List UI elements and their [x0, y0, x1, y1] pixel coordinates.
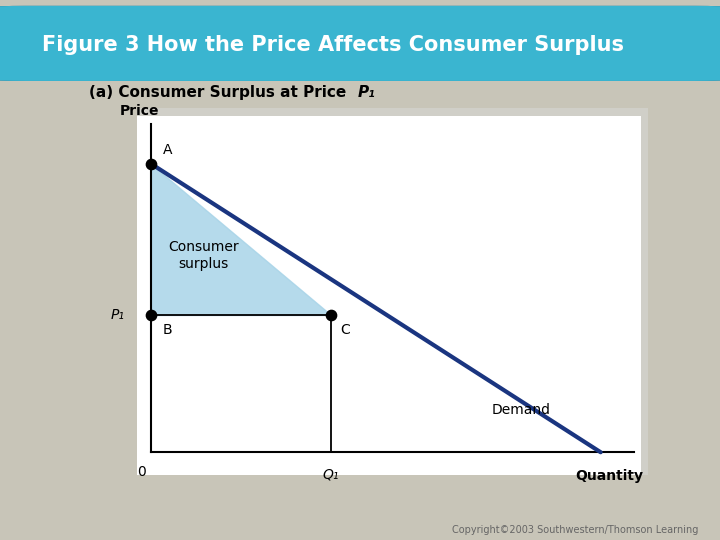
Text: Demand: Demand	[492, 403, 551, 417]
Text: Figure 3 How the Price Affects Consumer Surplus: Figure 3 How the Price Affects Consumer …	[42, 35, 624, 55]
Text: Copyright©2003 Southwestern/Thomson Learning: Copyright©2003 Southwestern/Thomson Lear…	[452, 524, 698, 535]
Point	[325, 310, 337, 319]
Text: Price: Price	[120, 104, 160, 118]
Text: Q₁: Q₁	[323, 467, 339, 481]
FancyBboxPatch shape	[137, 116, 641, 475]
Text: 0: 0	[138, 465, 146, 480]
Text: Quantity: Quantity	[575, 469, 643, 483]
Text: A: A	[163, 143, 172, 157]
Text: B: B	[163, 323, 173, 337]
Text: P₁: P₁	[111, 308, 125, 321]
FancyBboxPatch shape	[0, 6, 720, 81]
Point	[145, 310, 157, 319]
FancyBboxPatch shape	[137, 108, 648, 475]
Text: Consumer
surplus: Consumer surplus	[168, 240, 238, 271]
FancyBboxPatch shape	[0, 6, 720, 81]
Text: (a) Consumer Surplus at Price: (a) Consumer Surplus at Price	[89, 85, 356, 100]
Point	[145, 159, 157, 168]
Polygon shape	[151, 164, 331, 314]
Text: C: C	[341, 323, 350, 337]
Text: P₁: P₁	[358, 85, 376, 100]
